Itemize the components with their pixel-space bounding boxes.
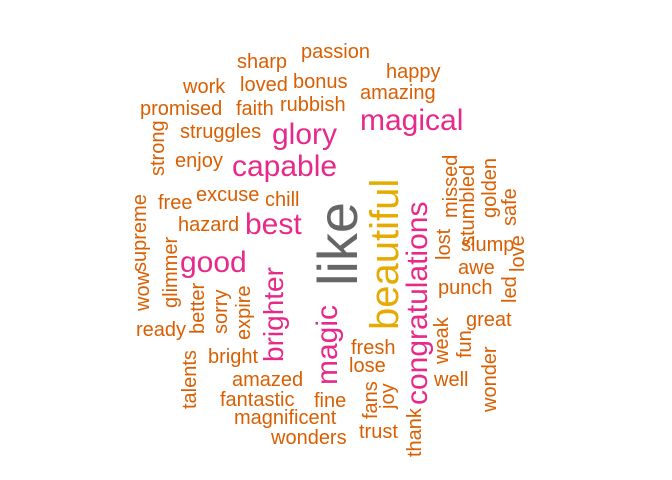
word-fine: fine bbox=[314, 390, 347, 412]
word-thank: thank bbox=[404, 408, 426, 457]
word-awe: awe bbox=[458, 257, 495, 279]
word-free: free bbox=[158, 192, 193, 214]
word-work: work bbox=[183, 76, 226, 98]
word-expire: expire bbox=[233, 285, 255, 340]
word-love: love bbox=[507, 235, 529, 272]
word-lost: lost bbox=[433, 228, 455, 260]
word-amazing: amazing bbox=[360, 82, 436, 104]
word-good: good bbox=[180, 246, 247, 279]
word-like: like bbox=[306, 201, 369, 286]
word-faith: faith bbox=[236, 98, 274, 120]
word-sharp: sharp bbox=[237, 51, 288, 73]
word-passion: passion bbox=[301, 41, 370, 63]
word-punch: punch bbox=[438, 277, 493, 299]
word-joy: joy bbox=[377, 383, 399, 409]
word-capable: capable bbox=[232, 150, 338, 183]
word-weak: weak bbox=[431, 317, 453, 364]
word-amazed: amazed bbox=[232, 369, 304, 391]
word-fresh: fresh bbox=[351, 337, 396, 359]
word-magic: magic bbox=[311, 304, 344, 385]
word-magnificent: magnificent bbox=[234, 407, 337, 429]
word-lose: lose bbox=[349, 355, 386, 377]
word-excuse: excuse bbox=[196, 184, 260, 206]
word-brighter: brighter bbox=[258, 267, 289, 362]
word-rubbish: rubbish bbox=[280, 94, 346, 116]
word-glory: glory bbox=[272, 118, 338, 151]
word-great: great bbox=[466, 309, 512, 331]
word-fantastic: fantastic bbox=[220, 389, 295, 411]
word-trust: trust bbox=[359, 421, 398, 443]
word-struggles: struggles bbox=[180, 121, 262, 143]
word-wow: wow bbox=[132, 270, 154, 311]
word-slump: slump bbox=[461, 234, 515, 256]
word-magical: magical bbox=[360, 104, 464, 137]
word-bonus: bonus bbox=[293, 71, 348, 93]
word-fun: fun bbox=[454, 330, 476, 358]
word-wonder: wonder bbox=[479, 346, 501, 412]
word-hazard: hazard bbox=[178, 214, 240, 236]
word-best: best bbox=[245, 208, 302, 241]
word-happy: happy bbox=[386, 61, 441, 83]
word-beautiful: beautiful bbox=[363, 178, 407, 330]
word-talents: talents bbox=[179, 350, 201, 409]
word-bright: bright bbox=[208, 346, 259, 368]
word-chill: chill bbox=[265, 189, 300, 211]
word-ready: ready bbox=[136, 319, 187, 341]
word-wonders: wonders bbox=[271, 427, 347, 449]
word-supreme: supreme bbox=[129, 194, 151, 272]
word-enjoy: enjoy bbox=[175, 150, 223, 172]
word-loved: loved bbox=[240, 74, 288, 96]
word-better: better bbox=[187, 282, 209, 334]
word-sorry: sorry bbox=[210, 289, 232, 334]
word-safe: safe bbox=[499, 188, 521, 226]
word-well: well bbox=[434, 369, 469, 391]
word-strong: strong bbox=[147, 120, 169, 176]
word-glimmer: glimmer bbox=[160, 236, 182, 308]
word-led: led bbox=[499, 276, 521, 303]
word-golden: golden bbox=[479, 157, 501, 218]
word-congratulations: congratulations bbox=[401, 201, 434, 405]
word-promised: promised bbox=[140, 98, 223, 120]
